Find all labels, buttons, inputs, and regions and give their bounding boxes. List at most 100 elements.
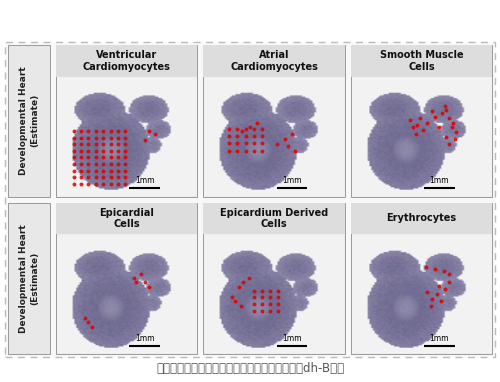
Point	[240, 279, 248, 285]
Bar	[352, 235, 491, 353]
Point	[106, 167, 114, 173]
Bar	[57, 235, 196, 353]
Point	[100, 161, 108, 167]
Point	[445, 271, 453, 277]
Point	[114, 134, 122, 141]
Point	[254, 120, 262, 126]
Bar	[56, 45, 198, 77]
Point	[70, 154, 78, 160]
Point	[226, 133, 234, 139]
Point	[77, 134, 85, 141]
Point	[274, 301, 282, 307]
Bar	[204, 235, 344, 353]
Point	[132, 279, 140, 285]
Point	[441, 286, 449, 293]
Point	[70, 134, 78, 141]
Point	[234, 148, 241, 154]
Point	[100, 128, 108, 134]
Text: Developmental Heart
(Estimate): Developmental Heart (Estimate)	[19, 66, 39, 175]
Point	[122, 128, 130, 134]
Point	[114, 167, 122, 173]
Point	[438, 110, 446, 116]
Point	[106, 174, 114, 180]
Point	[77, 148, 85, 154]
Point	[106, 154, 114, 160]
Point	[442, 107, 450, 113]
Point	[92, 148, 100, 154]
Point	[92, 161, 100, 167]
Point	[266, 294, 274, 300]
Bar	[57, 78, 196, 196]
Point	[427, 303, 435, 309]
Text: 发育期心脏的估计细胞类型比例概要，全部来自dh-B部分: 发育期心脏的估计细胞类型比例概要，全部来自dh-B部分	[156, 363, 344, 376]
Point	[84, 154, 92, 160]
Point	[100, 148, 108, 154]
Point	[226, 148, 234, 154]
Text: 1mm: 1mm	[430, 334, 449, 343]
Point	[266, 301, 274, 307]
Point	[84, 141, 92, 147]
Point	[114, 174, 122, 180]
Point	[416, 115, 424, 121]
Point	[77, 181, 85, 187]
Point	[122, 161, 130, 167]
Point	[84, 319, 92, 325]
Point	[84, 181, 92, 187]
Bar	[350, 202, 492, 354]
Point	[92, 174, 100, 180]
Bar	[204, 78, 344, 196]
Point	[242, 148, 250, 154]
Point	[288, 131, 296, 138]
Point	[450, 120, 458, 126]
Point	[106, 134, 114, 141]
Text: 1mm: 1mm	[430, 176, 449, 186]
Point	[441, 103, 449, 109]
Point	[100, 141, 108, 147]
Point	[122, 148, 130, 154]
Point	[84, 128, 92, 134]
Point	[266, 287, 274, 293]
Point	[106, 161, 114, 167]
Point	[452, 129, 460, 135]
Text: Epicardium Derived
Cells: Epicardium Derived Cells	[220, 207, 328, 229]
Point	[100, 167, 108, 173]
Point	[106, 141, 114, 147]
Point	[141, 137, 149, 143]
Point	[291, 148, 299, 154]
Point	[84, 167, 92, 173]
Point	[84, 148, 92, 154]
Point	[436, 283, 444, 289]
Point	[409, 124, 417, 130]
Point	[422, 264, 430, 270]
Point	[258, 294, 266, 300]
Point	[114, 161, 122, 167]
Point	[284, 143, 292, 149]
Point	[92, 154, 100, 160]
Point	[122, 167, 130, 173]
Point	[231, 298, 239, 304]
Bar	[8, 202, 50, 354]
Point	[246, 124, 254, 130]
Bar	[204, 202, 344, 354]
Point	[445, 279, 453, 285]
Bar	[56, 45, 198, 196]
Point	[258, 287, 266, 293]
Point	[70, 181, 78, 187]
Point	[77, 167, 85, 173]
Text: Developmental Heart
(Estimate): Developmental Heart (Estimate)	[19, 224, 39, 333]
Point	[242, 141, 250, 147]
Text: 1mm: 1mm	[282, 334, 302, 343]
Bar	[350, 202, 492, 234]
Point	[418, 126, 426, 133]
Text: Erythrocytes: Erythrocytes	[386, 214, 456, 223]
Point	[150, 131, 158, 138]
Point	[423, 289, 431, 295]
Point	[258, 308, 266, 314]
Text: Epicardial
Cells: Epicardial Cells	[99, 207, 154, 229]
Point	[258, 141, 266, 147]
Point	[432, 113, 440, 120]
Bar	[352, 78, 491, 196]
Point	[436, 124, 444, 130]
Point	[100, 181, 108, 187]
Point	[114, 181, 122, 187]
